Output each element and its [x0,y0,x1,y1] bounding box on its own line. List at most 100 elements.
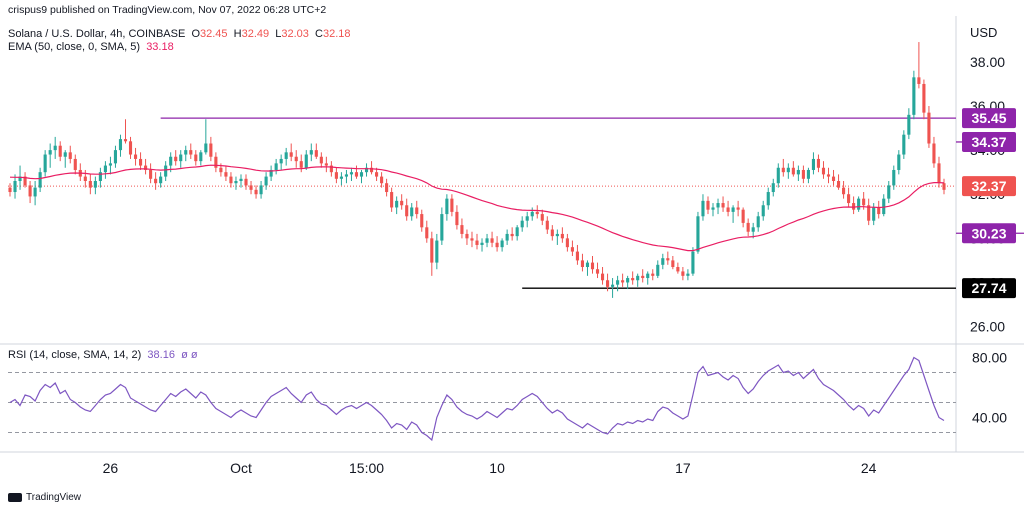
candle-body [731,207,735,212]
candle-body [530,211,534,217]
candle-body [249,185,253,190]
candle [912,70,916,120]
candle-body [304,154,308,168]
rsi-extra: ø ø [181,349,198,361]
candle-body [646,273,650,279]
candle [279,154,283,170]
candle [334,167,338,184]
candle-body [375,172,379,177]
candle-body [118,139,123,151]
tradingview-brand-text: TradingView [26,492,82,503]
candle-body [867,205,871,221]
candle [575,244,579,265]
candle-body [400,200,404,206]
candle [375,167,379,181]
candle-body [505,233,509,241]
candle [400,194,404,210]
candle [540,209,544,226]
candle [716,198,720,215]
candle [455,205,459,230]
candle-body [515,227,519,237]
candle [58,141,62,162]
candle [842,181,846,199]
candle-body [13,181,17,193]
candle-body [294,156,298,162]
candle-body [836,181,841,188]
candle-body [395,200,399,208]
candle-body [319,156,323,164]
candle [294,150,298,168]
candle-body [842,187,846,195]
level-tag-bg [962,108,1016,129]
candle-body [877,207,881,215]
candle [907,108,911,140]
candle [179,150,183,168]
candle [364,163,369,177]
candle-body [63,152,67,157]
rsi-legend: RSI (14, close, SMA, 14, 2) 38.16 ø ø [8,349,198,361]
candle-body [611,284,615,287]
candle-body [500,240,504,248]
candle-body [872,207,876,221]
candle-body [133,154,138,159]
candle-body [199,152,203,162]
candle [811,152,815,175]
axis-layer: USD 26.0028.0030.0032.0034.0036.0038.004… [103,25,1008,476]
candle [726,200,730,217]
candle [902,130,906,159]
candle [164,161,168,181]
candle-body [113,150,118,164]
candle-body [661,258,665,265]
grid-layer [0,16,1024,453]
candle-body [93,181,97,188]
candle-body [616,280,620,285]
rsi-tick-label: 80.00 [972,350,1007,366]
candle [149,163,153,184]
candle-body [791,167,795,175]
candle-body [209,143,213,157]
candle-body [535,211,539,215]
candle [806,167,810,184]
candle-body [264,176,268,186]
candle-body [600,273,605,281]
candle [450,194,454,217]
candle-body [575,251,579,261]
rsi-value: 38.16 [147,349,175,361]
candle-body [269,169,273,177]
candle [68,145,72,164]
candle-body [194,154,198,162]
candle [319,152,323,168]
candle-body [801,169,805,179]
candle-body [28,185,32,197]
candle-body [339,176,343,179]
candle-body [189,150,193,155]
candle [344,169,348,184]
candle-body [254,189,258,195]
time-tick-label: Oct [230,460,252,476]
candle-body [33,187,37,197]
rsi-tick-label: 40.00 [972,410,1007,426]
candle-body [410,207,414,217]
candle [174,150,178,166]
candle [565,233,569,252]
candle-body [831,176,836,181]
candle-body [334,172,338,179]
candle-body [686,273,690,276]
candle-body [58,145,62,157]
tradingview-logo[interactable]: TradingView [8,492,81,503]
candle [520,216,524,232]
candle-body [128,141,133,155]
close-label: C [315,28,323,40]
candle-body [239,178,243,181]
candle-body [811,158,815,170]
candle [756,211,760,232]
candle-body [741,209,745,223]
candle-body [942,183,946,190]
candle [877,200,881,219]
price-tick-label: 26.00 [970,319,1005,335]
candle [485,233,489,248]
candle [495,236,499,252]
candle-body [781,167,785,173]
candle [98,167,102,188]
